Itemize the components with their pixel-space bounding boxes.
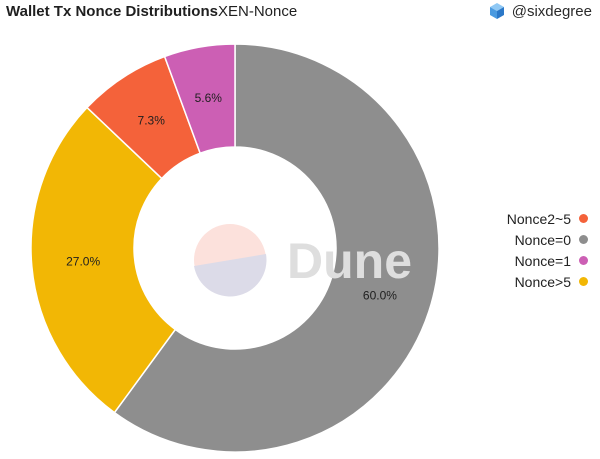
author-name: @sixdegree bbox=[511, 2, 592, 20]
dune-cube-icon bbox=[488, 2, 506, 20]
legend-swatch bbox=[579, 235, 588, 244]
slice-nonce-5[interactable] bbox=[30, 106, 177, 414]
watermark-text: Dune bbox=[287, 233, 412, 289]
author-badge[interactable]: @sixdegree bbox=[488, 2, 592, 20]
slice-label: 27.0% bbox=[66, 255, 100, 269]
legend-label: Nonce=0 bbox=[514, 231, 571, 248]
slice-nonce-1[interactable] bbox=[163, 43, 236, 155]
slice-nonce-0[interactable] bbox=[113, 43, 440, 453]
donut-slices bbox=[30, 43, 440, 453]
dune-watermark: Dune bbox=[194, 224, 412, 297]
legend-item-nonce2-5[interactable]: Nonce2~5 bbox=[470, 208, 588, 229]
legend-swatch bbox=[579, 256, 588, 265]
legend-item-nonce-1[interactable]: Nonce=1 bbox=[470, 250, 588, 271]
slice-label: 60.0% bbox=[363, 288, 397, 302]
chart-legend: Nonce2~5 Nonce=0 Nonce=1 Nonce>5 bbox=[470, 208, 588, 292]
slice-label: 5.6% bbox=[195, 91, 223, 105]
watermark-logo-bottom bbox=[194, 254, 267, 297]
legend-label: Nonce2~5 bbox=[506, 210, 571, 227]
legend-swatch bbox=[579, 214, 588, 223]
legend-item-nonce-0[interactable]: Nonce=0 bbox=[470, 229, 588, 250]
slice-labels: 60.0% 27.0% 7.3% 5.6% bbox=[66, 91, 397, 303]
legend-swatch bbox=[579, 277, 588, 286]
chart-subtitle: XEN-Nonce bbox=[218, 3, 298, 20]
chart-title: Wallet Tx Nonce Distributions bbox=[6, 3, 218, 20]
legend-label: Nonce>5 bbox=[514, 273, 571, 290]
legend-label: Nonce=1 bbox=[514, 252, 571, 269]
chart-header: Wallet Tx Nonce Distributions XEN-Nonce … bbox=[0, 0, 600, 28]
slice-label: 7.3% bbox=[138, 114, 166, 128]
legend-item-nonce-gt5[interactable]: Nonce>5 bbox=[470, 271, 588, 292]
